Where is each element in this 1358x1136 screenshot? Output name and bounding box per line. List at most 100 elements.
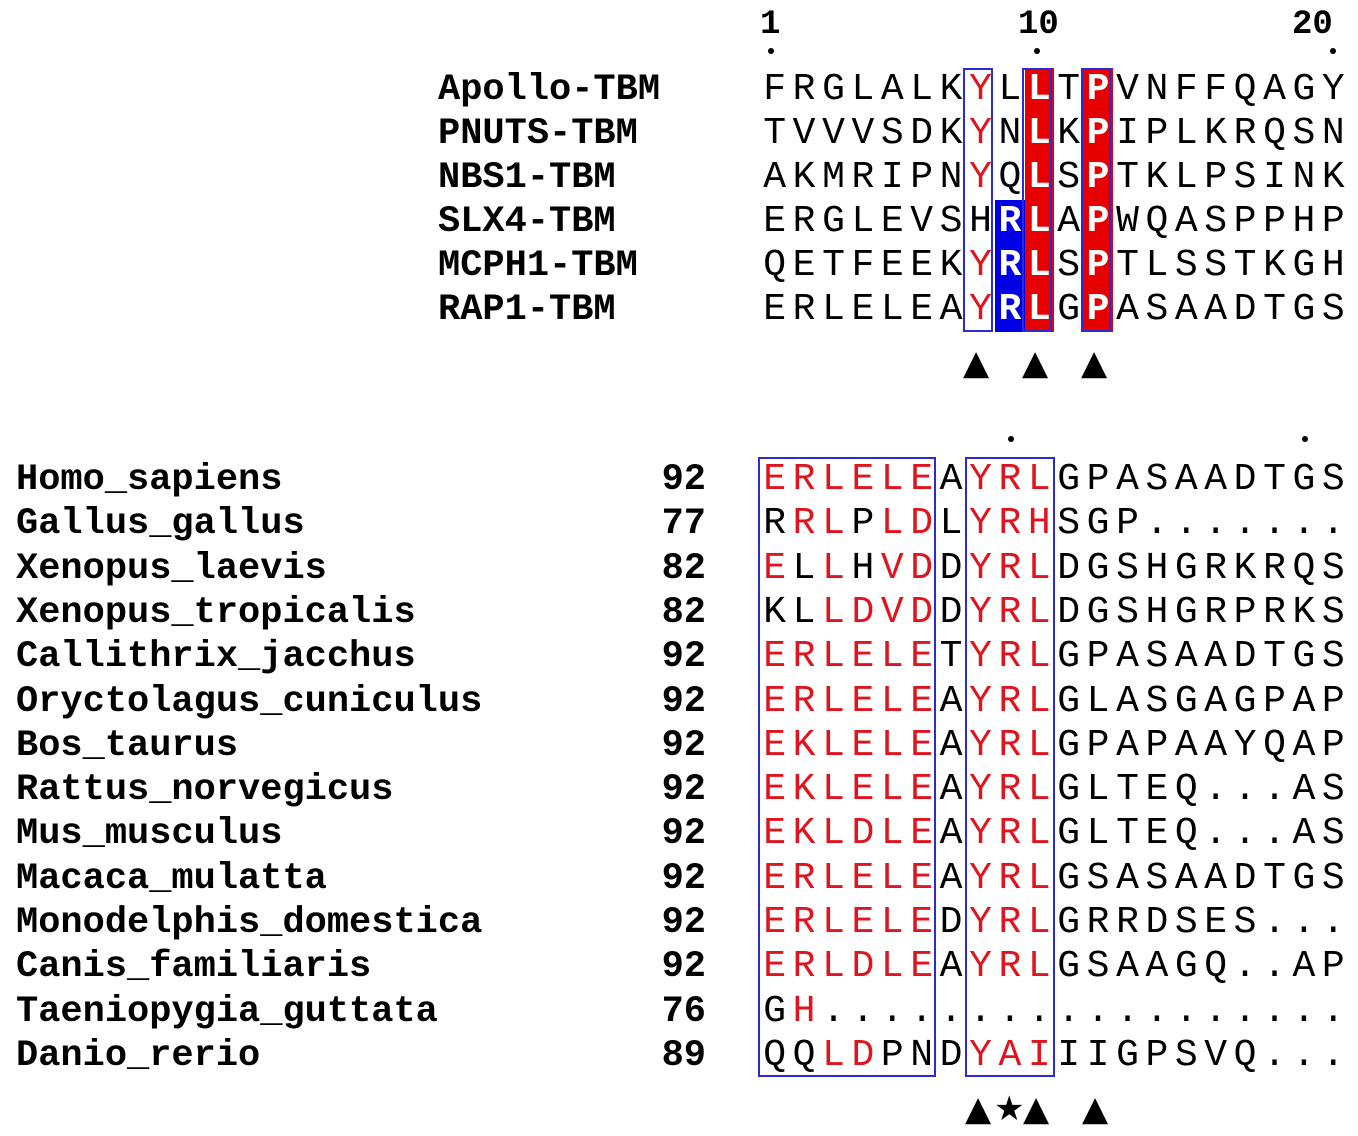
- residue: G: [1057, 812, 1081, 855]
- residue: R: [792, 857, 816, 900]
- residue: Y: [1321, 68, 1345, 111]
- ruler-dot: [1302, 436, 1308, 442]
- residue: L: [880, 901, 904, 944]
- residue: L: [1024, 112, 1054, 156]
- residue: V: [822, 112, 845, 155]
- residue: E: [851, 288, 875, 331]
- residue: E: [880, 244, 904, 287]
- residue: P: [1083, 288, 1113, 332]
- residue: A: [939, 857, 963, 900]
- residue: L: [1024, 244, 1054, 288]
- residue: P: [1145, 724, 1169, 767]
- residue: G: [1086, 591, 1110, 634]
- residue: P: [1145, 1034, 1169, 1077]
- residue: L: [822, 724, 845, 767]
- residue: E: [851, 901, 875, 944]
- residue: P: [1083, 200, 1113, 244]
- sequence-label: PNUTS-TBM: [438, 113, 638, 155]
- species-label: Mus_musculus: [16, 813, 283, 855]
- residue: P: [851, 502, 875, 545]
- residue: L: [880, 288, 904, 331]
- residue: G: [1057, 768, 1081, 811]
- residue: D: [1233, 857, 1257, 900]
- residue: Q: [1174, 812, 1198, 855]
- residue: E: [763, 945, 787, 988]
- residue: Y: [969, 901, 992, 944]
- residue: .: [1263, 945, 1286, 988]
- residue: A: [1145, 945, 1169, 988]
- residue: S: [1057, 502, 1081, 545]
- residue: E: [763, 857, 787, 900]
- residue: T: [939, 635, 963, 678]
- start-position: 89: [661, 1035, 706, 1077]
- residue: .: [1263, 812, 1286, 855]
- residue: R: [1233, 112, 1257, 155]
- residue: G: [1057, 857, 1081, 900]
- residue: T: [1116, 244, 1139, 287]
- residue: Y: [969, 458, 992, 501]
- residue: E: [1145, 768, 1169, 811]
- residue: R: [763, 502, 787, 545]
- residue: A: [939, 680, 963, 723]
- residue: Y: [969, 288, 992, 331]
- residue: E: [910, 724, 934, 767]
- residue: P: [1083, 112, 1113, 156]
- residue: T: [1116, 812, 1139, 855]
- residue: G: [1292, 68, 1316, 111]
- residue: H: [851, 547, 875, 590]
- residue: E: [763, 768, 787, 811]
- residue: A: [1116, 945, 1139, 988]
- residue: F: [763, 68, 787, 111]
- star-marker: ★: [994, 1089, 1025, 1129]
- residue: R: [792, 901, 816, 944]
- residue: S: [1233, 901, 1257, 944]
- species-label: Homo_sapiens: [16, 459, 283, 501]
- residue: E: [763, 635, 787, 678]
- residue: R: [998, 547, 1022, 590]
- residue: Q: [1263, 724, 1286, 767]
- residue: E: [851, 724, 875, 767]
- residue: L: [822, 680, 845, 723]
- ruler-label-1: 1: [760, 6, 781, 44]
- residue: E: [910, 680, 934, 723]
- residue: T: [1057, 68, 1081, 111]
- residue: P: [1083, 68, 1113, 112]
- residue: P: [1083, 156, 1113, 200]
- residue: N: [910, 1034, 934, 1077]
- residue: L: [822, 812, 845, 855]
- residue: A: [1116, 288, 1139, 331]
- residue: R: [998, 458, 1022, 501]
- start-position: 76: [661, 991, 706, 1033]
- residue: D: [910, 547, 934, 590]
- residue: P: [1116, 502, 1139, 545]
- residue: A: [1116, 680, 1139, 723]
- residue: K: [792, 768, 816, 811]
- residue: L: [1086, 680, 1110, 723]
- residue: P: [1145, 112, 1169, 155]
- residue: Q: [1174, 768, 1198, 811]
- residue: D: [1145, 901, 1169, 944]
- residue: G: [1292, 288, 1316, 331]
- residue: A: [1174, 857, 1198, 900]
- residue: A: [1292, 680, 1316, 723]
- residue: S: [1116, 547, 1139, 590]
- residue: L: [1024, 156, 1054, 200]
- start-position: 92: [661, 946, 706, 988]
- residue: .: [1174, 990, 1198, 1033]
- residue: Y: [969, 945, 992, 988]
- residue: D: [939, 591, 963, 634]
- residue: R: [1263, 591, 1286, 634]
- residue: F: [1204, 68, 1228, 111]
- residue: Y: [969, 156, 992, 199]
- residue: .: [822, 990, 845, 1033]
- residue: S: [1145, 288, 1169, 331]
- residue: E: [763, 901, 787, 944]
- residue: T: [1263, 635, 1286, 678]
- residue: S: [1116, 591, 1139, 634]
- residue: Q: [1263, 112, 1286, 155]
- residue: R: [998, 901, 1022, 944]
- residue: S: [1145, 458, 1169, 501]
- residue: .: [1027, 990, 1051, 1033]
- residue: E: [763, 680, 787, 723]
- sequence-label: MCPH1-TBM: [438, 245, 638, 287]
